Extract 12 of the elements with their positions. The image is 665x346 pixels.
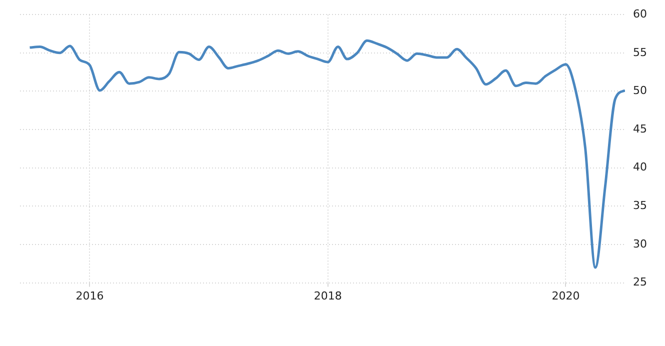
y-tick-label: 30 [633, 237, 648, 250]
x-tick-label: 2016 [76, 289, 104, 302]
y-tick-label: 40 [633, 160, 648, 174]
y-tick-label: 45 [633, 122, 648, 136]
line-series [28, 39, 626, 269]
y-tick-label: 25 [633, 276, 648, 289]
y-tick-label: 50 [633, 84, 648, 98]
x-tick-label: 2020 [552, 289, 580, 302]
y-tick-label: 60 [633, 7, 648, 20]
y-tick-label: 35 [633, 199, 648, 212]
y-tick-label: 55 [633, 46, 648, 59]
x-tick-label: 2018 [314, 289, 342, 302]
